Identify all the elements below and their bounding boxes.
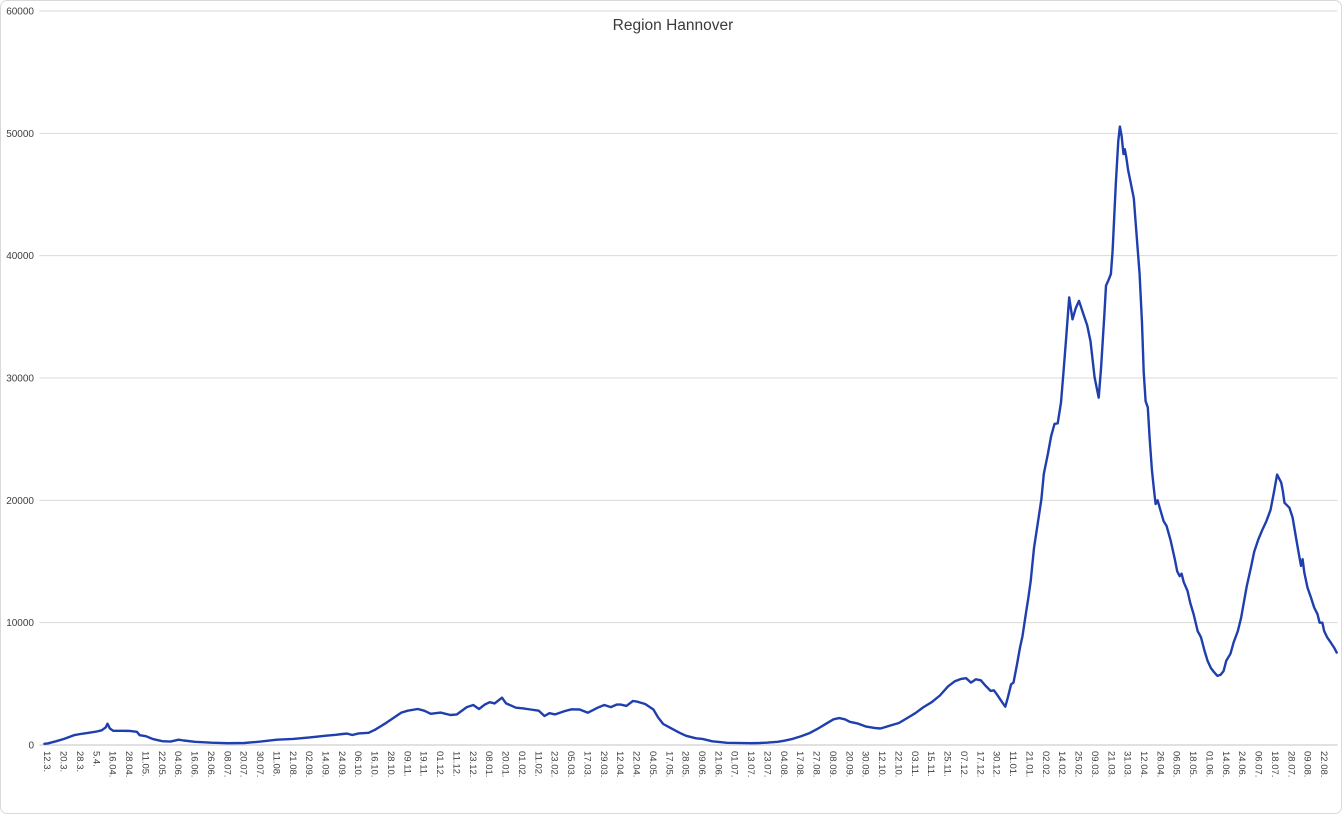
x-axis-tick-label: 02.02. <box>1040 751 1051 777</box>
x-axis-tick-label: 12.10. <box>876 751 887 777</box>
x-axis-tick-label: 04.06. <box>172 751 183 777</box>
x-axis-tick-label: 15.11. <box>925 751 936 777</box>
x-axis-tick-labels: 12.3. 20.3. 28.3. 5.4. 16.04. 28.04. 11.05. 22.… <box>41 751 1329 777</box>
x-axis-tick-label: 31.03. <box>1122 751 1133 777</box>
x-axis-tick-label: 16.10. <box>369 751 380 777</box>
y-axis-tick-labels: 0 10000 20000 30000 40000 50000 60000 <box>6 7 34 752</box>
x-axis-tick-label: 16.06. <box>189 751 200 777</box>
x-axis-tick-label: 11.08. <box>270 751 281 777</box>
x-axis-tick-label: 07.12. <box>958 751 969 777</box>
x-axis-tick-label: 01.12. <box>434 751 445 777</box>
x-axis-tick-label: 30.09. <box>860 751 871 777</box>
x-axis-tick-label: 20.09. <box>843 751 854 777</box>
x-axis-tick-label: 17.03. <box>581 751 592 777</box>
x-axis-tick-label: 20.3. <box>58 751 69 772</box>
x-axis-tick-label: 08.01. <box>483 751 494 777</box>
x-axis-tick-label: 11.12. <box>450 751 461 777</box>
x-axis-tick-label: 22.08. <box>1318 751 1329 777</box>
x-axis-tick-label: 27.08. <box>811 751 822 777</box>
x-axis-tick-label: 14.02. <box>1056 751 1067 777</box>
x-axis-tick-label: 14.06. <box>1220 751 1231 777</box>
x-axis-tick-label: 18.05. <box>1187 751 1198 777</box>
x-axis-tick-label: 11.01. <box>1007 751 1018 777</box>
y-axis-tick-label: 0 <box>28 741 34 752</box>
x-axis-tick-label: 09.11. <box>401 751 412 777</box>
x-axis-tick-label: 08.07. <box>221 751 232 777</box>
x-axis-tick-label: 30.07. <box>254 751 265 777</box>
x-axis-tick-label: 01.02. <box>516 751 527 777</box>
x-axis-tick-label: 01.06. <box>1203 751 1214 777</box>
x-axis-tick-label: 24.06. <box>1236 751 1247 777</box>
y-axis-tick-label: 30000 <box>6 374 34 385</box>
x-axis-tick-label: 19.11. <box>418 751 429 777</box>
y-axis-tick-label: 20000 <box>6 496 34 507</box>
x-axis-tick-label: 08.09. <box>827 751 838 777</box>
x-axis-tick-label: 12.04. <box>614 751 625 777</box>
x-axis-tick-label: 01.07. <box>729 751 740 777</box>
chart-title: Region Hannover <box>613 17 734 34</box>
x-axis-tick-label: 26.06. <box>205 751 216 777</box>
x-axis-tick-label: 26.04. <box>1154 751 1165 777</box>
x-axis-tick-label: 28.07. <box>1285 751 1296 777</box>
x-axis-tick-label: 21.08. <box>287 751 298 777</box>
x-axis-tick-label: 06.05. <box>1171 751 1182 777</box>
x-axis-tick-label: 25.11. <box>942 751 953 777</box>
x-axis-tick-label: 28.10. <box>385 751 396 777</box>
x-axis-tick-label: 22.10. <box>892 751 903 777</box>
x-axis-tick-label: 12.04. <box>1138 751 1149 777</box>
x-axis-tick-label: 21.03. <box>1105 751 1116 777</box>
x-axis-tick-label: 09.06. <box>696 751 707 777</box>
y-axis-tick-label: 50000 <box>6 129 34 140</box>
x-axis-tick-label: 17.08. <box>794 751 805 777</box>
x-axis-tick-label: 18.07. <box>1269 751 1280 777</box>
y-axis-tick-label: 60000 <box>6 7 34 18</box>
x-axis-tick-label: 30.12. <box>991 751 1002 777</box>
x-axis-tick-label: 20.07. <box>238 751 249 777</box>
x-axis-tick-label: 17.12. <box>974 751 985 777</box>
x-axis-tick-label: 13.07. <box>745 751 756 777</box>
x-axis-tick-label: 28.05. <box>680 751 691 777</box>
x-axis-tick-label: 21.06. <box>712 751 723 777</box>
x-axis-tick-label: 28.3. <box>74 751 85 772</box>
x-axis-tick-label: 29.03. <box>598 751 609 777</box>
x-axis-tick-label: 23.12. <box>467 751 478 777</box>
x-axis-tick-label: 04.05. <box>647 751 658 777</box>
x-axis-tick-label: 12.3. <box>41 751 52 772</box>
x-axis-tick-label: 02.09. <box>303 751 314 777</box>
x-axis-tick-label: 22.04. <box>631 751 642 777</box>
x-axis-tick-label: 14.09. <box>319 751 330 777</box>
x-axis-tick-label: 25.02. <box>1073 751 1084 777</box>
x-axis-tick-label: 11.05. <box>139 751 150 777</box>
x-axis-tick-label: 06.07. <box>1253 751 1264 777</box>
x-axis-tick-label: 04.08. <box>778 751 789 777</box>
x-axis-tick-label: 03.11. <box>909 751 920 777</box>
x-axis-tick-label: 22.05. <box>156 751 167 777</box>
x-axis-tick-label: 06.10. <box>352 751 363 777</box>
x-axis-tick-label: 05.03. <box>565 751 576 777</box>
series-line-region-hannover <box>43 125 1338 745</box>
x-axis-tick-label: 23.02. <box>549 751 560 777</box>
x-axis-tick-label: 20.01. <box>500 751 511 777</box>
x-axis-tick-label: 17.05. <box>663 751 674 777</box>
x-axis-tick-label: 16.04. <box>107 751 118 777</box>
x-axis-tick-label: 11.02. <box>532 751 543 777</box>
gridlines <box>39 10 1338 746</box>
x-axis-tick-label: 09.03. <box>1089 751 1100 777</box>
x-axis-tick-label: 21.01. <box>1023 751 1034 777</box>
x-axis-tick-label: 24.09. <box>336 751 347 777</box>
x-axis-tick-label: 5.4. <box>90 751 101 767</box>
x-axis-tick-label: 28.04. <box>123 751 134 777</box>
y-axis-tick-label: 40000 <box>6 251 34 262</box>
x-axis-tick-label: 23.07. <box>761 751 772 777</box>
x-axis-tick-label: 09.08. <box>1302 751 1313 777</box>
y-axis-tick-label: 10000 <box>6 618 34 629</box>
